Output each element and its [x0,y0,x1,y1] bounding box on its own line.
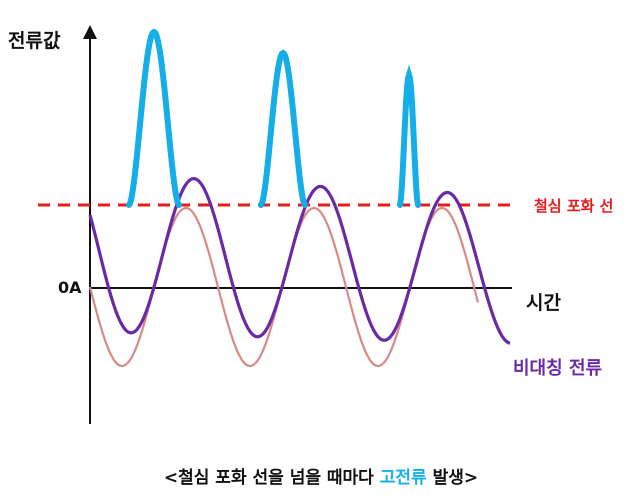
caption: <철심 포화 선을 넘을 때마다 고전류 발생> [0,463,642,488]
zero-label: 0A [58,278,82,297]
y-axis-label: 전류값 [8,30,61,52]
x-axis-label: 시간 [526,292,561,314]
inrush-peak-3 [397,64,421,208]
inrush-peak-2 [258,49,308,208]
caption-prefix: <철심 포화 선을 넘을 때마다 [163,468,380,488]
caption-highlight: 고전류 [379,468,427,488]
saturation-line-label: 철심 포화 선 [534,197,614,215]
asymmetric-current-wave [88,177,511,345]
caption-suffix: 발생> [426,468,479,488]
inrush-peak-1 [126,28,182,208]
asymmetric-current-label: 비대칭 전류 [513,358,603,379]
